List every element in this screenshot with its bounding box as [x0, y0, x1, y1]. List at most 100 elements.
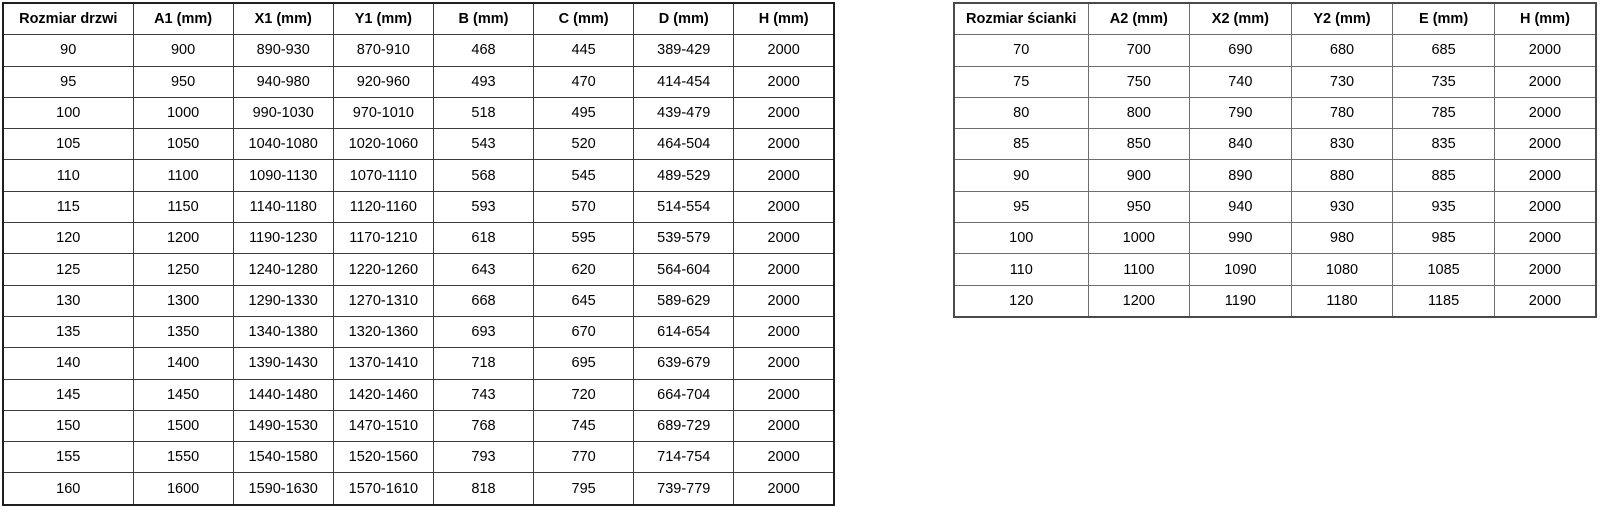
table-cell: 150: [2, 409, 134, 443]
table-row: 115 1150 1140-1180 1120-1160 593 570 514-554 20…: [2, 190, 835, 224]
table-cell: 595: [533, 222, 635, 255]
table-cell: 2000: [1493, 190, 1597, 224]
table-cell: 1400: [132, 347, 234, 380]
table-cell: 614-654: [633, 315, 735, 349]
table-cell: 1180: [1290, 284, 1394, 318]
table-cell: 1070-1110: [332, 159, 434, 192]
table-cell: 664-704: [633, 378, 735, 411]
table-cell: 100: [953, 222, 1089, 255]
table-row: 130 1300 1290-1330 1270-1310 668 645 589-629 20…: [2, 284, 835, 317]
table-row: 70 700 690 680 685 2000: [953, 34, 1597, 67]
table-cell: 990: [1189, 222, 1292, 255]
table-cell: 2000: [1493, 284, 1597, 318]
table-row: 150 1500 1490-1530 1470-1510 768 745 689-729 20…: [2, 409, 835, 443]
table-cell: 618: [432, 222, 535, 255]
table-cell: 643: [432, 253, 535, 286]
table-cell: 2000: [733, 472, 835, 506]
table-cell: 439-479: [633, 96, 735, 130]
table-cell: 445: [533, 34, 635, 67]
table-cell: 2000: [733, 378, 835, 411]
table-cell: 105: [2, 128, 134, 161]
column-header: H (mm): [733, 2, 835, 36]
table-cell: 885: [1392, 159, 1495, 192]
table-cell: 115: [2, 190, 134, 224]
table-cell: 850: [1087, 128, 1191, 161]
table-cell: 790: [1189, 96, 1292, 130]
table-row: 105 1050 1040-1080 1020-1060 543 520 464-504 20…: [2, 128, 835, 161]
table-cell: 1040-1080: [232, 128, 334, 161]
table-cell: 1550: [132, 441, 234, 474]
table-cell: 639-679: [633, 347, 735, 380]
table-cell: 1300: [132, 284, 234, 317]
table-cell: 120: [2, 222, 134, 255]
table-cell: 2000: [1493, 253, 1597, 286]
table-cell: 589-629: [633, 284, 735, 317]
column-header: Y2 (mm): [1290, 2, 1394, 36]
table-cell: 2000: [733, 441, 835, 474]
table-cell: 1270-1310: [332, 284, 434, 317]
table-cell: 1290-1330: [232, 284, 334, 317]
table-cell: 70: [953, 34, 1089, 67]
table-cell: 750: [1087, 65, 1191, 98]
table-row: 100 1000 990-1030 970-1010 518 495 439-479 2000: [2, 96, 835, 130]
column-header: E (mm): [1392, 2, 1495, 36]
table-cell: 80: [953, 96, 1089, 130]
table-row: 95 950 940-980 920-960 493 470 414-454 2000: [2, 65, 835, 98]
table-cell: 770: [533, 441, 635, 474]
table-cell: 768: [432, 409, 535, 443]
column-header: B (mm): [432, 2, 535, 36]
table-cell: 890: [1189, 159, 1292, 192]
table-row: 160 1600 1590-1630 1570-1610 818 795 739-779 20…: [2, 472, 835, 506]
table-cell: 2000: [1493, 65, 1597, 98]
table-cell: 389-429: [633, 34, 735, 67]
table-row: 75 750 740 730 735 2000: [953, 65, 1597, 98]
table-cell: 2000: [733, 128, 835, 161]
table-cell: 980: [1290, 222, 1394, 255]
table-cell: 735: [1392, 65, 1495, 98]
table-cell: 85: [953, 128, 1089, 161]
table-cell: 568: [432, 159, 535, 192]
table-cell: 793: [432, 441, 535, 474]
table-cell: 593: [432, 190, 535, 224]
table-cell: 800: [1087, 96, 1191, 130]
table-cell: 740: [1189, 65, 1292, 98]
table-cell: 690: [1189, 34, 1292, 67]
table-cell: 935: [1392, 190, 1495, 224]
table-cell: 2000: [733, 347, 835, 380]
table-cell: 1220-1260: [332, 253, 434, 286]
table-cell: 464-504: [633, 128, 735, 161]
table-cell: 970-1010: [332, 96, 434, 130]
table-cell: 880: [1290, 159, 1394, 192]
table-cell: 1120-1160: [332, 190, 434, 224]
table-cell: 1440-1480: [232, 378, 334, 411]
table-cell: 720: [533, 378, 635, 411]
table-cell: 1350: [132, 315, 234, 349]
table-cell: 489-529: [633, 159, 735, 192]
table-cell: 1590-1630: [232, 472, 334, 506]
table-cell: 2000: [733, 284, 835, 317]
table-cell: 890-930: [232, 34, 334, 67]
door-sizes-table: Rozmiar drzwi A1 (mm) X1 (mm) Y1 (mm) B (mm)…: [2, 2, 835, 506]
table-cell: 700: [1087, 34, 1191, 67]
table-cell: 818: [432, 472, 535, 506]
column-header: X2 (mm): [1189, 2, 1292, 36]
table-cell: 950: [1087, 190, 1191, 224]
table-cell: 920-960: [332, 65, 434, 98]
table-cell: 668: [432, 284, 535, 317]
table-cell: 155: [2, 441, 134, 474]
table-row: 85 850 840 830 835 2000: [953, 128, 1597, 161]
table-cell: 900: [132, 34, 234, 67]
column-header: Y1 (mm): [332, 2, 434, 36]
table-cell: 90: [2, 34, 134, 67]
table-cell: 2000: [733, 409, 835, 443]
table-cell: 110: [2, 159, 134, 192]
table-cell: 714-754: [633, 441, 735, 474]
table-cell: 120: [953, 284, 1089, 318]
table-cell: 620: [533, 253, 635, 286]
table-cell: 1390-1430: [232, 347, 334, 380]
table-cell: 2000: [733, 159, 835, 192]
table-cell: 1020-1060: [332, 128, 434, 161]
table-row: 80 800 790 780 785 2000: [953, 96, 1597, 130]
table-cell: 520: [533, 128, 635, 161]
